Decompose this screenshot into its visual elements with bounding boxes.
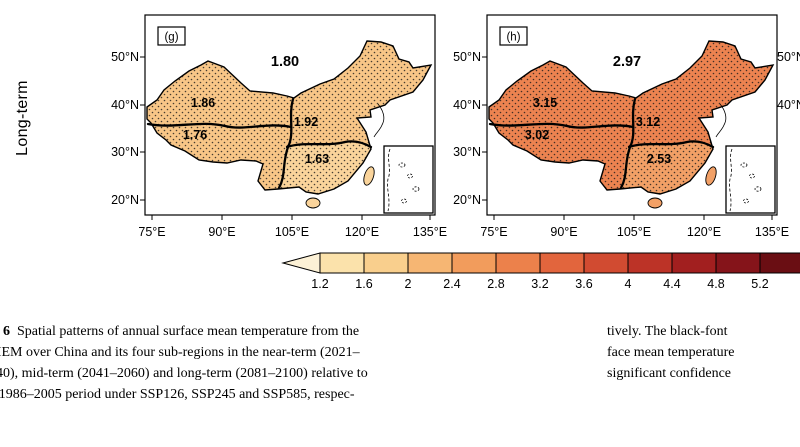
ytick-g-20n: 20°N [111,193,139,207]
south-china-sea-inset [383,145,434,214]
region-ne-value: 1.92 [294,115,318,129]
colorbar-segment [363,252,409,274]
xtick-h-75e: 75°E [480,225,508,239]
colorbar-tick: 1.6 [355,277,372,291]
colorbar-tick: 2.8 [487,277,504,291]
xtick-g-135e: 135°E [412,225,448,239]
ytick-g-30n: 30°N [111,145,139,159]
ytick-g-40n: 40°N [111,98,139,112]
ytick-h-40n: 40°N [453,98,481,112]
caption-line: significant confidence [607,366,732,381]
colorbar-tick: 5.2 [751,277,768,291]
caption-left-column: g. 6 Spatial patterns of annual surface m… [0,321,368,405]
colorbar-segment [715,252,761,274]
region-nw-value: 3.15 [533,96,557,110]
colorbar: 1.2 1.6 2 2.4 2.8 3.2 3.6 4 4.4 4.8 5.2 [281,252,800,291]
colorbar-segment [583,252,629,274]
colorbar-segment [407,252,453,274]
region-nw-value: 1.86 [191,96,215,110]
ytick-h-30n: 30°N [453,145,481,159]
mean-value: 1.80 [271,54,299,70]
panel-frame [144,14,436,216]
ytick-h-20n: 20°N [453,193,481,207]
xtick-h-120e: 120°E [686,225,722,239]
korea-coast [373,103,385,138]
xtick-g-75e: 75°E [138,225,166,239]
region-se-value: 1.63 [305,152,329,166]
map-panel-h: (h) 2.97 3.15 3.02 3.12 2.53 [482,14,778,220]
xtick-g-105e: 105°E [274,225,310,239]
map-panel-g: (g) 1.80 1.86 1.76 1.92 1.63 [140,14,436,220]
figure-number-label: g. 6 [0,324,10,339]
colorbar-segment [627,252,673,274]
ytick-next-40n: 40°N [777,98,800,112]
colorbar-left-arrow [281,252,321,274]
caption-line: face mean temperature [607,345,735,360]
colorbar-tick: 3.2 [531,277,548,291]
colorbar-segment [495,252,541,274]
colorbar-tick: 4.8 [707,277,724,291]
panel-frame [486,14,778,216]
xtick-h-135e: 135°E [754,225,790,239]
ytick-h-50n: 50°N [453,50,481,64]
colorbar-tick: 2 [405,277,412,291]
mean-value: 2.97 [613,54,641,70]
caption-line: 040), mid-term (2041–2060) and long-term… [0,366,368,381]
ytick-g-50n: 50°N [111,50,139,64]
colorbar-segment [671,252,717,274]
colorbar-segment [451,252,497,274]
colorbar-segment [539,252,585,274]
region-sw-value: 1.76 [183,128,207,142]
axis-ticks [482,56,773,220]
colorbar-tick: 1.2 [311,277,328,291]
panel-label: (g) [164,32,178,44]
panel-label: (h) [506,32,520,44]
caption-line: e 1986–2005 period under SSP126, SSP245 … [0,387,355,402]
colorbar-tick: 4.4 [663,277,680,291]
xtick-g-120e: 120°E [344,225,380,239]
region-ne-value: 3.12 [636,115,660,129]
caption-line: tively. The black-font [607,324,728,339]
panel-label-box [499,26,528,46]
row-label-long-term: Long-term [14,80,31,156]
xtick-g-90e: 90°E [208,225,236,239]
xtick-h-90e: 90°E [550,225,578,239]
caption-right-column: tively. The black-font face mean tempera… [607,321,734,384]
region-sw-value: 3.02 [525,128,549,142]
axis-ticks [140,56,431,220]
xtick-h-105e: 105°E [616,225,652,239]
korea-coast [715,103,727,138]
ytick-next-50n: 50°N [777,50,800,64]
colorbar-segment [319,252,365,274]
caption-text: Spatial patterns of annual surface mean … [17,324,360,339]
region-se-value: 2.53 [647,152,671,166]
panel-label-box [157,26,186,46]
caption-line: g. 6 Spatial patterns of annual surface m… [0,321,368,342]
colorbar-segment [759,252,800,274]
colorbar-tick: 3.6 [575,277,592,291]
caption-line: MEM over China and its four sub-regions … [0,345,360,360]
colorbar-tick: 4 [625,277,632,291]
south-china-sea-inset [725,145,776,214]
colorbar-tick: 2.4 [443,277,460,291]
